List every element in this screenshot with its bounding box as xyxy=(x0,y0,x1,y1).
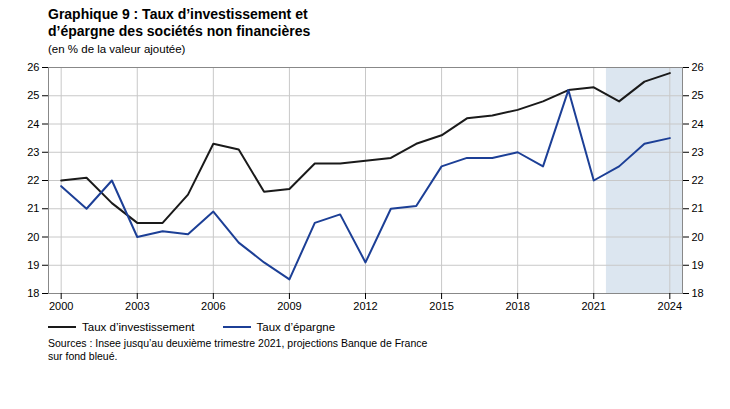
svg-text:21: 21 xyxy=(692,202,704,214)
svg-text:23: 23 xyxy=(692,145,704,157)
svg-text:24: 24 xyxy=(692,117,704,129)
svg-text:26: 26 xyxy=(692,61,704,73)
svg-text:2009: 2009 xyxy=(277,300,301,312)
svg-text:2024: 2024 xyxy=(658,300,682,312)
html-text:Taux d’épargne: Taux d’épargne xyxy=(256,320,336,333)
svg-text:18: 18 xyxy=(27,287,39,299)
svg-text:19: 19 xyxy=(692,258,704,270)
svg-text:23: 23 xyxy=(27,145,39,157)
svg-text:2000: 2000 xyxy=(49,300,73,312)
html-text:Taux d’investissement: Taux d’investissement xyxy=(82,320,195,333)
svg-text:25: 25 xyxy=(27,89,39,101)
svg-text:21: 21 xyxy=(27,202,39,214)
svg-text:2006: 2006 xyxy=(201,300,225,312)
html-text:(en % de la valeur ajoutée): (en % de la valeur ajoutée) xyxy=(48,42,186,55)
svg-text:22: 22 xyxy=(27,174,39,186)
svg-text:22: 22 xyxy=(692,174,704,186)
svg-text:19: 19 xyxy=(27,258,39,270)
svg-text:24: 24 xyxy=(27,117,39,129)
svg-text:25: 25 xyxy=(692,89,704,101)
html-text:Graphique 9 : Taux d’investiss: Graphique 9 : Taux d’investissement et d… xyxy=(48,6,311,39)
svg-text:26: 26 xyxy=(27,61,39,73)
svg-text:18: 18 xyxy=(692,287,704,299)
svg-text:20: 20 xyxy=(27,230,39,242)
svg-text:2003: 2003 xyxy=(125,300,149,312)
svg-text:2018: 2018 xyxy=(505,300,529,312)
svg-text:20: 20 xyxy=(692,230,704,242)
svg-text:2012: 2012 xyxy=(353,300,377,312)
svg-text:2021: 2021 xyxy=(581,300,605,312)
html-text:Sources : Insee jusqu’au deuxi: Sources : Insee jusqu’au deuxième trimes… xyxy=(48,336,428,362)
svg-text:2015: 2015 xyxy=(429,300,453,312)
